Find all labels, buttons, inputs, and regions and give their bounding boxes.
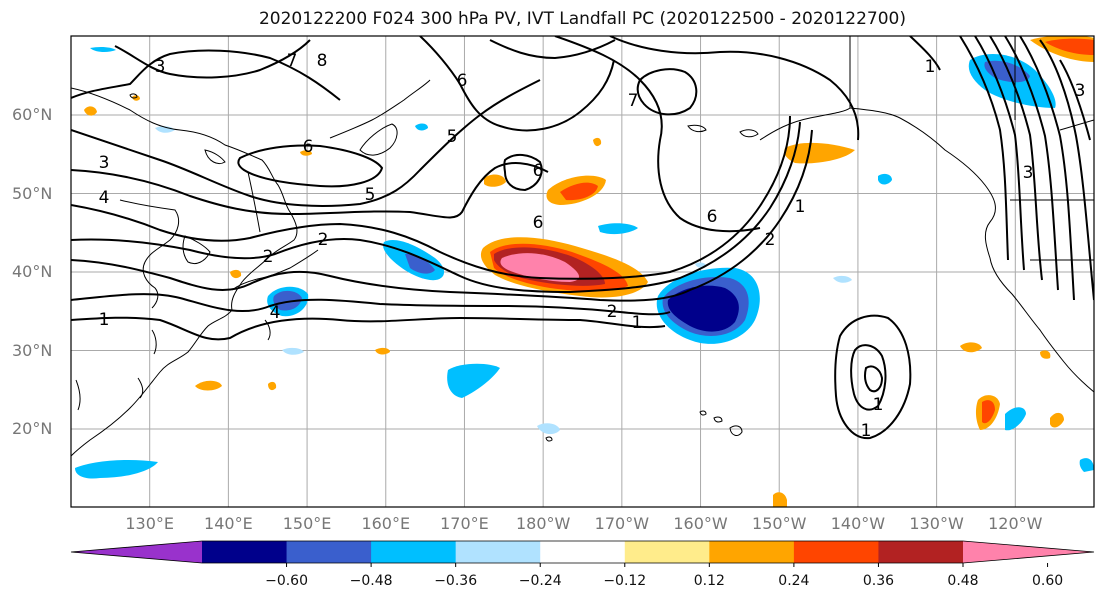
latitude-label: 30°N (12, 340, 53, 360)
contour-label: 1 (795, 197, 806, 217)
contour-label: 2 (263, 247, 274, 267)
contour-label: 3 (1075, 81, 1086, 101)
longitude-label: 160°W (673, 514, 728, 533)
colorbar-outline (70, 540, 1095, 564)
map-plot-area: 3 8 7 6 6 6 5 5 4 3 2 2 2 1 1 1 4 7 6 6 … (71, 36, 1094, 507)
contour-label: 1 (861, 421, 872, 441)
longitude-label: 120°W (988, 514, 1043, 533)
contour-label: 4 (270, 303, 281, 323)
colorbar-tick-label: −0.48 (349, 573, 393, 589)
colorbar-tick-label: 0.12 (693, 573, 725, 589)
longitude-label: 170°E (440, 514, 489, 533)
contour-label: 7 (628, 91, 639, 111)
contour-label: 1 (925, 57, 936, 77)
pv-shading (75, 36, 1094, 507)
contour-label: 2 (607, 302, 618, 322)
contour-label: 6 (457, 71, 468, 91)
colorbar-segment (540, 541, 626, 563)
contour-label: 2 (765, 230, 776, 250)
colorbar-tick-label: 0.36 (862, 573, 895, 589)
longitude-label: 150°E (282, 514, 332, 533)
longitude-label: 180°W (515, 514, 571, 533)
contour-label: 2 (318, 230, 329, 250)
contour-label: 1 (873, 395, 884, 415)
colorbar-segment (624, 541, 710, 563)
colorbar-tick-label: −0.12 (603, 573, 647, 589)
contour-labels: 3 8 7 6 6 6 5 5 4 3 2 2 2 1 1 1 4 7 6 6 … (99, 51, 1086, 441)
contour-label: 6 (303, 137, 314, 157)
longitude-label: 140°W (830, 514, 886, 533)
colorbar (70, 540, 1095, 567)
contour-label: 8 (317, 51, 328, 71)
contour-label: 3 (155, 57, 166, 77)
longitude-label: 130°E (125, 514, 175, 533)
north-america-coast (849, 36, 1094, 393)
contour-label: 3 (99, 153, 110, 173)
colorbar-segment (709, 541, 795, 563)
longitude-label: 140°E (204, 514, 253, 533)
colorbar-segment (793, 541, 879, 563)
latitude-label: 20°N (12, 419, 53, 438)
colorbar-segment (202, 541, 288, 563)
colorbar-segment (371, 541, 457, 563)
contour-label: 7 (287, 51, 298, 71)
asia-coast (71, 87, 298, 457)
contour-label: 1 (632, 313, 643, 333)
colorbar-extend-min (71, 541, 202, 563)
colorbar-segment (878, 541, 964, 563)
contour-label: 5 (447, 127, 458, 147)
contour-label: 6 (533, 161, 544, 181)
colorbar-tick-label: −0.36 (434, 573, 478, 589)
contour-label: 4 (99, 188, 110, 208)
colorbar-tick-label: −0.60 (265, 573, 308, 589)
colorbar-tick-label: 0.60 (1031, 573, 1064, 589)
pv-contours (71, 36, 1094, 440)
gridlines (71, 36, 1094, 507)
colorbar-tick-label: −0.24 (518, 573, 562, 589)
contour-label: 1 (99, 310, 110, 330)
colorbar-tick-label: 0.24 (778, 573, 810, 589)
colorbar-tick-label: 0.48 (947, 573, 979, 589)
colorbar-segment (286, 541, 372, 563)
longitude-label: 130°W (909, 514, 964, 533)
contour-label: 5 (365, 185, 376, 205)
coastlines (71, 36, 1094, 457)
contour-label: 6 (707, 207, 718, 227)
contour-label: 3 (1023, 163, 1034, 183)
longitude-label: 160°E (361, 514, 411, 533)
longitude-label: 170°W (594, 514, 650, 533)
colorbar-extend-max (963, 541, 1094, 563)
map-title: 2020122200 F024 300 hPa PV, IVT Landfall… (258, 9, 906, 29)
longitude-label: 150°W (752, 514, 807, 533)
colorbar-segment (455, 541, 541, 563)
latitude-label: 60°N (12, 105, 53, 124)
map-frame (70, 35, 1095, 508)
latitude-label: 40°N (12, 262, 53, 281)
contour-label: 6 (533, 213, 544, 233)
latitude-label: 50°N (12, 183, 53, 203)
